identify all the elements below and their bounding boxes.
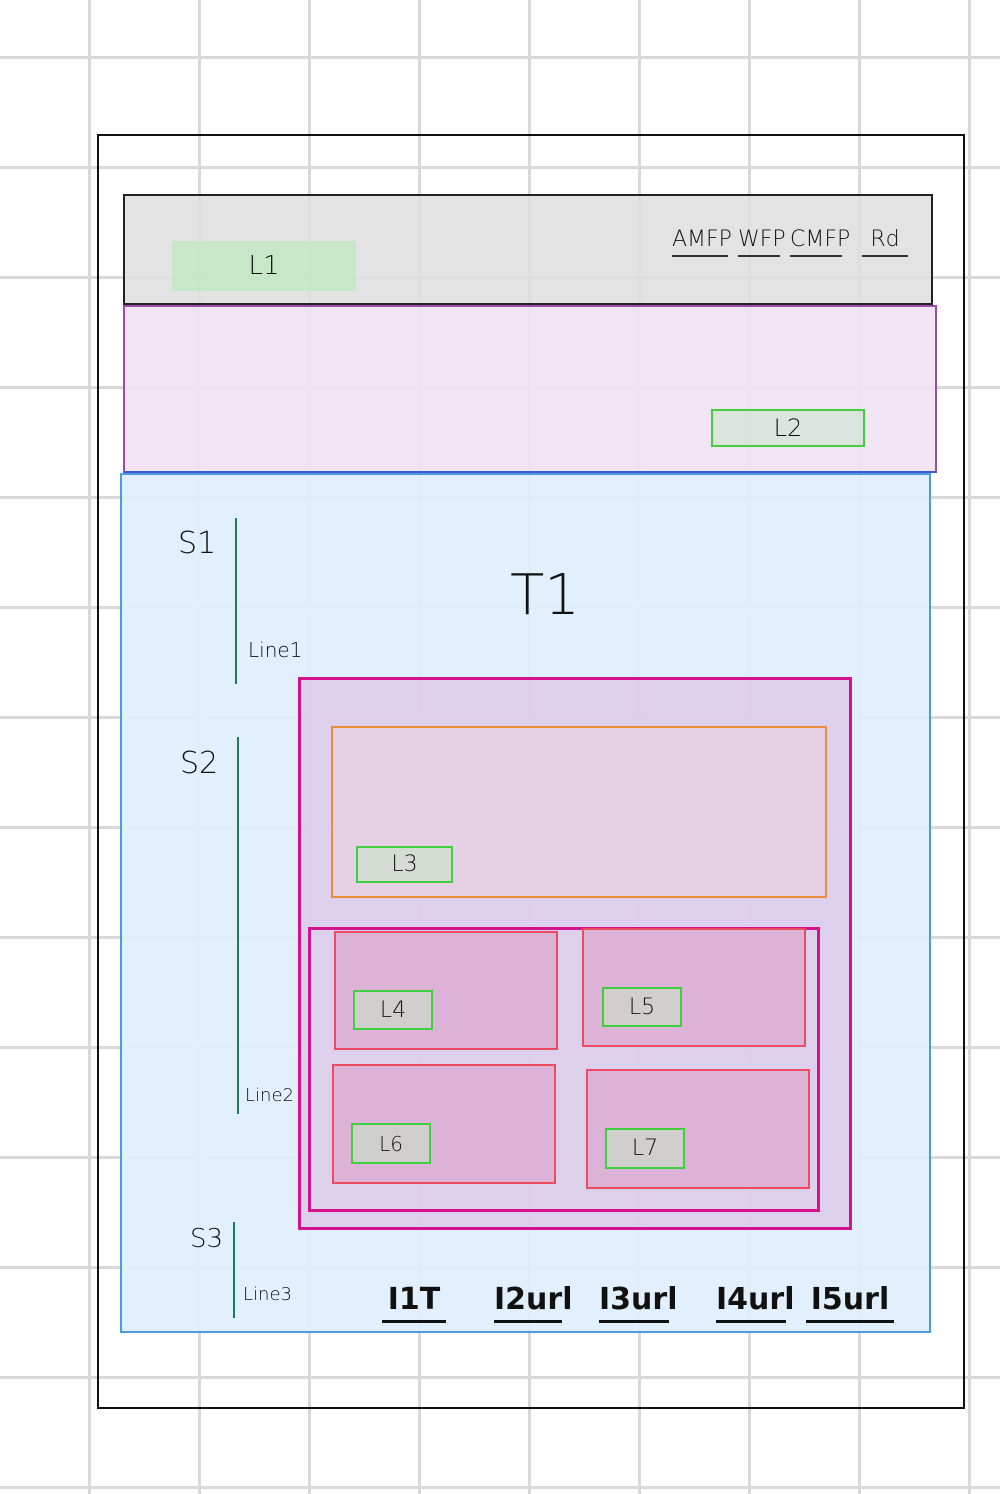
page-frame bbox=[97, 134, 965, 1409]
grid-card-link-box[interactable]: L5 bbox=[602, 987, 682, 1027]
section-label-s2: S2 bbox=[180, 746, 219, 781]
grid-card-link-label: L5 bbox=[628, 994, 656, 1020]
page-title: T1 bbox=[510, 562, 580, 628]
nav-link-wfp[interactable]: WFP bbox=[738, 225, 786, 257]
nav-link-rd[interactable]: Rd bbox=[862, 225, 908, 257]
footer-link-1[interactable]: I1T bbox=[382, 1280, 446, 1323]
section-line-label-s1: Line1 bbox=[248, 638, 303, 662]
grid-card-link-box[interactable]: L7 bbox=[605, 1128, 685, 1169]
grid-card-link-box[interactable]: L6 bbox=[351, 1123, 431, 1164]
grid-card-link-label: L4 bbox=[379, 997, 407, 1023]
feature-link-box[interactable]: L3 bbox=[356, 846, 453, 883]
logo-label: L1 bbox=[248, 251, 280, 281]
feature-link-label: L3 bbox=[391, 852, 418, 877]
footer-link-5[interactable]: I5url bbox=[806, 1280, 894, 1323]
section-label-s3: S3 bbox=[190, 1224, 224, 1254]
feature-card bbox=[331, 726, 827, 898]
footer-link-4[interactable]: I4url bbox=[716, 1280, 794, 1323]
logo-placeholder[interactable]: L1 bbox=[172, 241, 356, 291]
banner-link-label: L2 bbox=[773, 414, 803, 442]
grid-card-link-label: L7 bbox=[631, 1136, 659, 1161]
grid-card-link-box[interactable]: L4 bbox=[353, 990, 433, 1030]
section-divider-s3 bbox=[233, 1222, 235, 1318]
section-line-label-s2: Line2 bbox=[245, 1085, 294, 1106]
section-label-s1: S1 bbox=[178, 526, 217, 561]
section-divider-s2 bbox=[237, 737, 239, 1114]
card-grid bbox=[308, 927, 820, 1212]
nav-link-amfp[interactable]: AMFP bbox=[672, 225, 732, 257]
nav-link-cmfp[interactable]: CMFP bbox=[790, 225, 850, 257]
footer-link-2[interactable]: I2url bbox=[494, 1280, 572, 1323]
hero-banner bbox=[123, 305, 937, 473]
section-divider-s1 bbox=[235, 518, 237, 684]
banner-link-box[interactable]: L2 bbox=[711, 409, 865, 447]
section-line-label-s3: Line3 bbox=[243, 1284, 292, 1305]
grid-card-link-label: L6 bbox=[379, 1131, 403, 1156]
footer-link-3[interactable]: I3url bbox=[599, 1280, 677, 1323]
